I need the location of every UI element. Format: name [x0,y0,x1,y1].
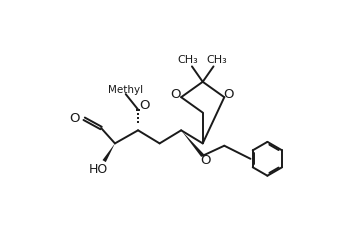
Text: O: O [70,111,80,124]
Text: O: O [224,87,234,100]
Text: O: O [200,153,211,166]
Text: O: O [139,98,149,111]
Text: CH₃: CH₃ [177,55,198,65]
Polygon shape [181,131,204,157]
Text: Methyl: Methyl [108,85,143,95]
Text: O: O [170,87,180,100]
Text: CH₃: CH₃ [206,55,227,65]
Text: HO: HO [88,163,108,175]
Polygon shape [102,144,115,162]
